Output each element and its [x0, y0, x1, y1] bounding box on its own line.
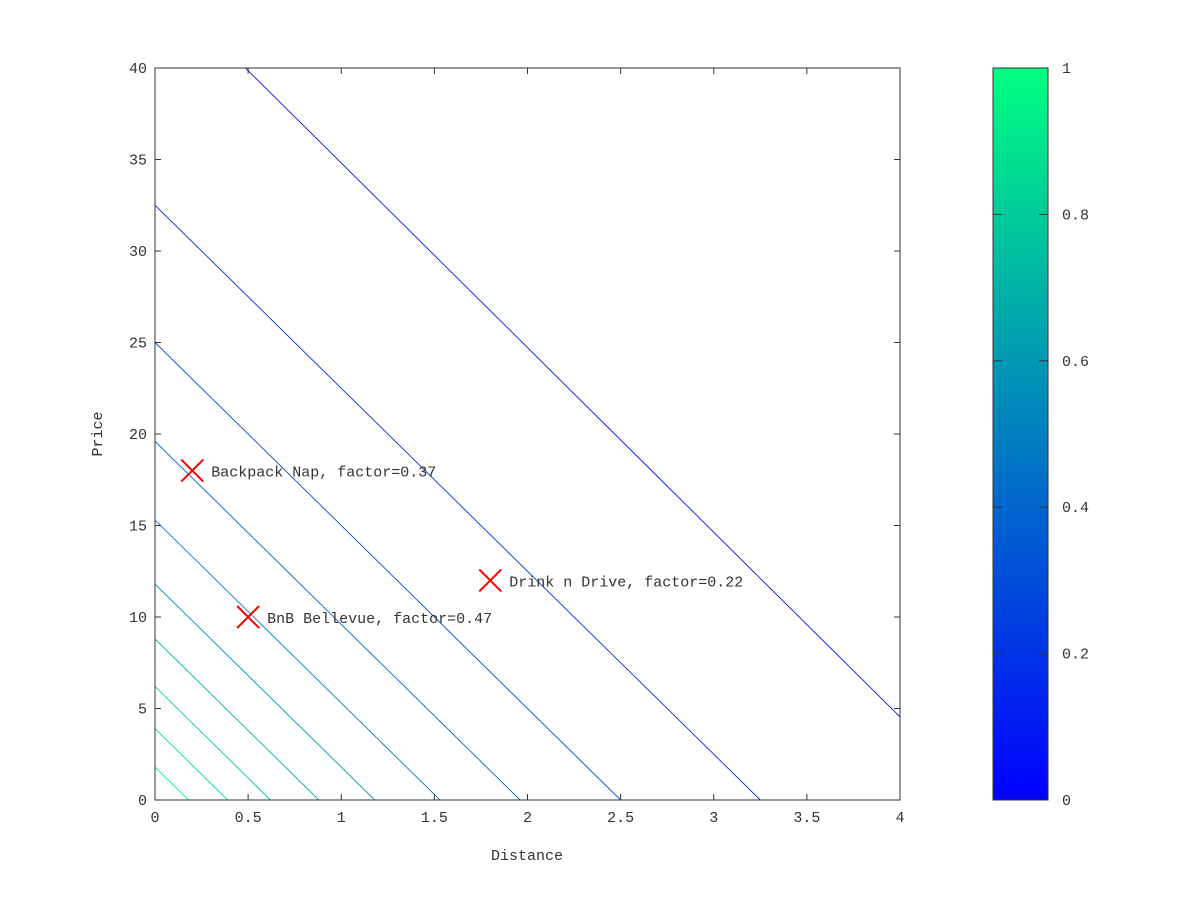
y-tick-label: 15 [129, 519, 147, 536]
x-tick-label: 3.5 [793, 810, 820, 827]
x-marker-stroke [180, 458, 204, 483]
contour-line [155, 342, 621, 800]
x-tick-label: 1.5 [421, 810, 448, 827]
data-point-marker [180, 458, 204, 483]
colorbar-tick-label: 0.8 [1062, 207, 1089, 224]
x-tick-label: 4 [895, 810, 904, 827]
contour-lines [155, 68, 900, 800]
contour-line [155, 686, 271, 800]
contour-line [244, 68, 900, 718]
y-axis-label: Price [90, 411, 107, 456]
contour-line [155, 728, 228, 800]
data-points: Backpack Nap, factor=0.37 BnB Bellevue, f… [180, 458, 743, 629]
x-tick-label: 0.5 [235, 810, 262, 827]
contour-line [155, 519, 441, 800]
colorbar-tick-label: 0.6 [1062, 354, 1089, 371]
data-point-marker [478, 568, 502, 593]
data-point-label: Backpack Nap, factor=0.37 [211, 465, 436, 482]
data-point-marker [236, 605, 260, 629]
colorbar [992, 67, 1049, 801]
data-point-label: BnB Bellevue, factor=0.47 [267, 611, 492, 628]
y-tick-label: 25 [129, 336, 147, 353]
contour-line [155, 204, 761, 800]
x-tick-label: 0 [150, 810, 159, 827]
colorbar-tick-label: 0 [1062, 793, 1071, 810]
x-axis-label: Distance [491, 848, 563, 865]
colorbar-ticks: 0 0.2 0.4 0.6 0.8 1 [993, 61, 1089, 810]
contour-line [155, 638, 320, 800]
contour-line [155, 583, 376, 800]
x-marker-stroke [236, 605, 260, 629]
y-tick-label: 35 [129, 153, 147, 170]
x-tick-label: 2 [523, 810, 532, 827]
y-tick-label: 5 [138, 702, 147, 719]
plot-frame [154, 67, 901, 801]
y-tick-label: 10 [129, 610, 147, 627]
x-marker-stroke [478, 568, 502, 593]
x-tick-label: 1 [337, 810, 346, 827]
data-point-label: Drink n Drive, factor=0.22 [509, 574, 743, 591]
colorbar-tick-label: 0.2 [1062, 647, 1089, 664]
x-tick-label: 2.5 [607, 810, 634, 827]
contour-line [155, 440, 521, 800]
x-tick-label: 3 [709, 810, 718, 827]
y-tick-label: 20 [129, 427, 147, 444]
colorbar-tick-label: 0.4 [1062, 500, 1089, 517]
colorbar-tick-label: 1 [1062, 61, 1071, 78]
y-tick-label: 40 [129, 61, 147, 78]
y-tick-label: 30 [129, 244, 147, 261]
contour-line [155, 766, 189, 800]
y-tick-label: 0 [138, 793, 147, 810]
